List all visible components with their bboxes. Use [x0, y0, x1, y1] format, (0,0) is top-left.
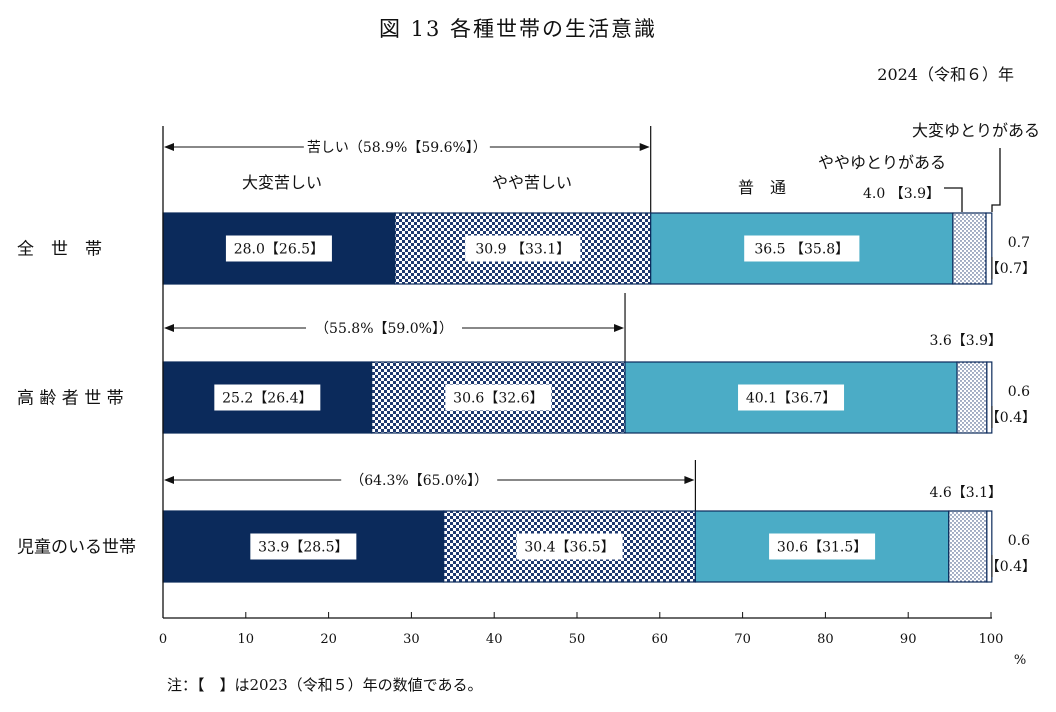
value-label-very-comfortable: 0.6 — [1008, 533, 1030, 549]
bar-segment — [956, 361, 988, 434]
value-label-somewhat-comfortable: 3.6【3.9】 — [929, 333, 1002, 349]
value-label-box — [516, 533, 623, 560]
value-label: 30.6【31.5】 — [777, 540, 867, 556]
category-label: 全 世 帯 — [17, 240, 102, 260]
value-label-box — [250, 533, 357, 560]
chart-subtitle: 2024（令和６）年 — [877, 65, 1014, 84]
bracket-arrow-right — [639, 143, 650, 151]
x-tick-label: 10 — [238, 632, 255, 647]
bracket-arrow-right — [614, 324, 625, 332]
value-label-very-comfortable: 0.6 — [1008, 384, 1030, 400]
bracket-arrow-left — [164, 143, 174, 151]
value-label-very-comfortable-prev: 【0.4】 — [986, 410, 1036, 426]
value-label-very-comfortable-prev: 【0.7】 — [986, 261, 1036, 277]
chart-title: 図 13 各種世帯の生活意識 — [379, 17, 657, 41]
x-tick-label: 0 — [159, 632, 167, 647]
bracket-label: （55.8%【59.0%】） — [315, 321, 453, 337]
value-label-very-comfortable: 0.7 — [1008, 235, 1030, 251]
x-tick-label: 50 — [569, 632, 586, 647]
segment-label-somewhat-hard: やや苦しい — [492, 173, 572, 192]
segment-label-very-comfortable: 大変ゆとりがある — [912, 121, 1040, 140]
value-label-box — [769, 533, 876, 560]
segment-label-somewhat-comfortable: ややゆとりがある — [818, 153, 946, 172]
segment-label-normal: 普 通 — [738, 178, 786, 197]
bar-segment — [985, 212, 993, 285]
x-tick-label: 60 — [652, 632, 669, 647]
x-tick-label: 80 — [817, 632, 834, 647]
value-label: 30.4【36.5】 — [524, 540, 614, 556]
category-label: 児童のいる世帯 — [17, 538, 136, 558]
value-label-box — [214, 384, 321, 411]
leader-line-somewhat-comfortable — [944, 187, 963, 212]
footnote: 注：【 】は2023（令和５）年の数値である。 — [167, 676, 483, 694]
x-tick-label: 30 — [403, 632, 420, 647]
value-label-box — [744, 235, 860, 262]
x-tick-label: 40 — [486, 632, 503, 647]
value-label: 28.0【26.5】 — [234, 242, 324, 258]
bracket-label: 苦しい（58.9%【59.6%】） — [307, 140, 487, 156]
value-label: 36.5 【35.8】 — [754, 242, 849, 258]
category-label: 高 齢 者 世 帯 — [17, 389, 124, 409]
bracket-arrow-left — [164, 324, 174, 332]
bar-segment — [948, 510, 988, 583]
value-label-box — [738, 384, 845, 411]
value-label-somewhat-comfortable: 4.0 【3.9】 — [863, 186, 940, 202]
value-label-somewhat-comfortable: 4.6【3.1】 — [929, 485, 1002, 501]
segment-label-very-hard: 大変苦しい — [242, 173, 322, 192]
bar-segment — [986, 510, 993, 583]
bracket-label: （64.3%【65.0%】） — [350, 473, 488, 489]
x-tick-label: 100 — [979, 632, 1004, 647]
x-tick-label: 70 — [734, 632, 751, 647]
value-label-box — [445, 384, 552, 411]
x-tick-label: 20 — [320, 632, 337, 647]
percent-brackets: 苦しい（58.9%【59.6%】） （55.8%【59.0%】） （64.3%【65… — [164, 126, 697, 511]
value-label: 25.2【26.4】 — [222, 391, 312, 407]
bracket-arrow-left — [164, 476, 174, 484]
value-label-very-comfortable-prev: 【0.4】 — [986, 559, 1036, 575]
value-label: 30.6【32.6】 — [453, 391, 543, 407]
x-axis-ticks: 0 10 20 30 40 50 60 70 80 90 100 — [159, 612, 1004, 647]
value-label-box — [465, 235, 581, 262]
bar-value-labels: 28.0【26.5】 30.9 【33.1】 36.5 【35.8】 25.2【26.… — [214, 186, 1036, 577]
bracket-arrow-right — [684, 476, 695, 484]
x-axis-unit: % — [1014, 653, 1026, 668]
value-label: 33.9【28.5】 — [258, 540, 348, 556]
value-label: 30.9 【33.1】 — [475, 242, 570, 258]
value-label: 40.1【36.7】 — [746, 391, 836, 407]
bar-segment — [986, 361, 993, 434]
value-label-box — [225, 235, 332, 262]
leader-line-very-comfortable — [991, 148, 1001, 212]
x-tick-label: 90 — [900, 632, 917, 647]
bar-segment — [952, 212, 987, 285]
